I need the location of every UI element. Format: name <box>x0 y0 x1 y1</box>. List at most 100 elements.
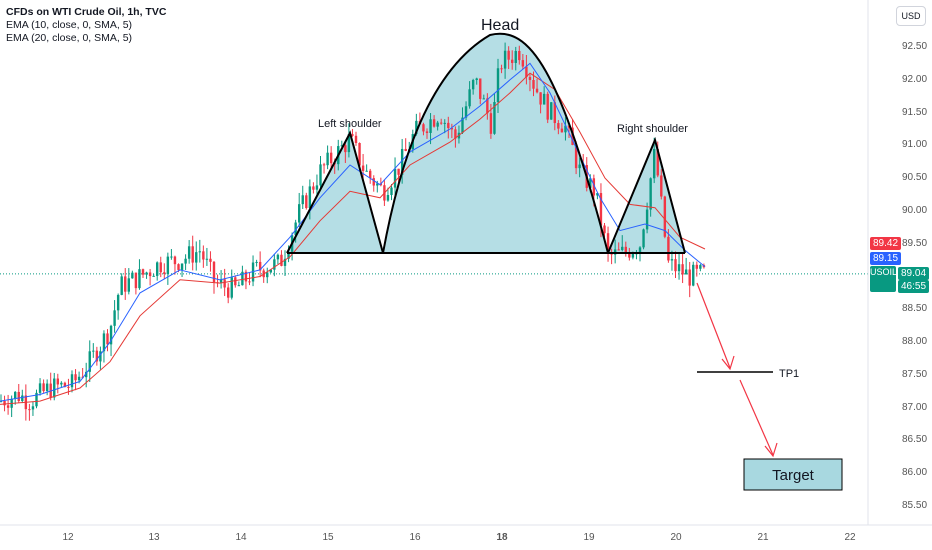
candle-body <box>209 258 212 262</box>
candle-body <box>308 186 312 209</box>
candle-body <box>390 187 393 196</box>
candle-body <box>166 256 170 274</box>
candle-body <box>237 285 241 287</box>
candle-body <box>180 263 184 270</box>
candle-body <box>21 395 24 402</box>
price-tick-label: 91.00 <box>902 139 928 151</box>
candle-body <box>376 183 379 186</box>
candle-body <box>386 195 390 201</box>
currency-button[interactable]: USD <box>896 6 926 26</box>
price-tick-label: 88.00 <box>902 336 928 348</box>
candle-body <box>67 386 70 388</box>
candle-body <box>542 93 546 105</box>
ema-fast-legend[interactable]: EMA (10, close, 0, SMA, 5) <box>6 19 133 31</box>
candle-body <box>88 351 91 372</box>
candle-body <box>493 101 496 134</box>
candle-body <box>560 128 564 133</box>
head-outline <box>382 32 609 254</box>
candle-body <box>266 272 269 278</box>
candle-body <box>496 68 500 102</box>
price-tick-label: 88.50 <box>902 303 928 315</box>
candle-body <box>638 247 642 254</box>
ema-20-line <box>0 72 706 405</box>
candle-body <box>649 178 652 210</box>
candle-body <box>244 271 248 282</box>
candle-body <box>432 119 436 127</box>
candle-body <box>223 279 226 288</box>
candle-body <box>113 310 116 326</box>
time-tick-label: 18 <box>496 532 508 543</box>
candle-body <box>202 251 205 260</box>
candle-body <box>397 168 400 175</box>
candle-body <box>372 178 375 186</box>
candle-body <box>645 209 649 230</box>
candle-body <box>518 50 521 61</box>
candle-body <box>326 152 329 166</box>
candle-body <box>393 168 397 188</box>
time-tick-label: 14 <box>235 532 247 543</box>
candle-body <box>159 262 162 273</box>
candle-body <box>365 170 368 172</box>
candle-body <box>276 254 280 260</box>
right-shoulder-label: Right shoulder <box>617 123 688 135</box>
ema-slow-price-tag: 89.42 <box>870 237 902 250</box>
candle-body <box>525 66 528 78</box>
candle-body <box>92 350 95 352</box>
candle-body <box>85 371 88 378</box>
time-tick-label: 21 <box>757 532 769 543</box>
candle-body <box>156 262 159 276</box>
price-tick-label: 90.00 <box>902 204 928 216</box>
candle-body <box>173 256 177 265</box>
candle-body <box>688 269 691 286</box>
right-shoulder-outline <box>607 136 686 254</box>
candle-body <box>6 405 10 408</box>
candle-body <box>191 246 194 263</box>
candle-body <box>482 98 485 100</box>
symbol-label: USOIL <box>870 267 898 277</box>
ema-fast-price-tag: 89.15 <box>870 252 902 265</box>
candle-body <box>461 117 464 133</box>
candle-body <box>489 113 493 134</box>
candle-body <box>670 259 674 261</box>
candle-body <box>255 261 258 263</box>
time-tick-label: 13 <box>148 532 160 543</box>
candle-body <box>177 264 180 270</box>
candle-body <box>148 272 152 277</box>
symbol-title[interactable]: CFDs on WTI Crude Oil, 1h, TVC <box>6 6 167 18</box>
candle-body <box>319 164 322 186</box>
time-tick-label: 16 <box>409 532 421 543</box>
candle-body <box>234 277 237 286</box>
candle-body <box>486 98 489 114</box>
candle-body <box>475 78 478 81</box>
head-label: Head <box>481 17 519 34</box>
candle-body <box>443 122 446 124</box>
head-and-shoulders-pattern <box>287 33 685 253</box>
pattern-fill <box>287 33 685 253</box>
candle-body <box>53 378 56 398</box>
bar-countdown-tag: 46:55 <box>898 280 930 293</box>
ema-slow-legend[interactable]: EMA (20, close, 0, SMA, 5) <box>6 32 133 44</box>
candle-body <box>599 193 603 226</box>
candle-body <box>699 265 702 269</box>
candle-body <box>280 254 283 266</box>
candle-body <box>429 119 432 133</box>
candle-body <box>120 276 123 295</box>
candle-body <box>14 391 17 399</box>
price-tick-label: 87.50 <box>902 368 928 380</box>
candle-body <box>503 50 507 69</box>
candle-body <box>436 122 439 127</box>
candle-body <box>344 145 347 153</box>
candle-body <box>227 287 230 298</box>
candle-body <box>145 272 148 275</box>
left-shoulder-label: Left shoulder <box>318 118 382 130</box>
candle-body <box>347 134 351 153</box>
candle-body <box>674 259 677 272</box>
candle-body <box>294 222 297 236</box>
candle-body <box>528 77 532 80</box>
candle-body <box>425 131 429 133</box>
time-tick-label: 15 <box>322 532 334 543</box>
candle-body <box>163 272 166 274</box>
price-tick-label: 92.00 <box>902 73 928 85</box>
candle-body <box>138 269 141 289</box>
